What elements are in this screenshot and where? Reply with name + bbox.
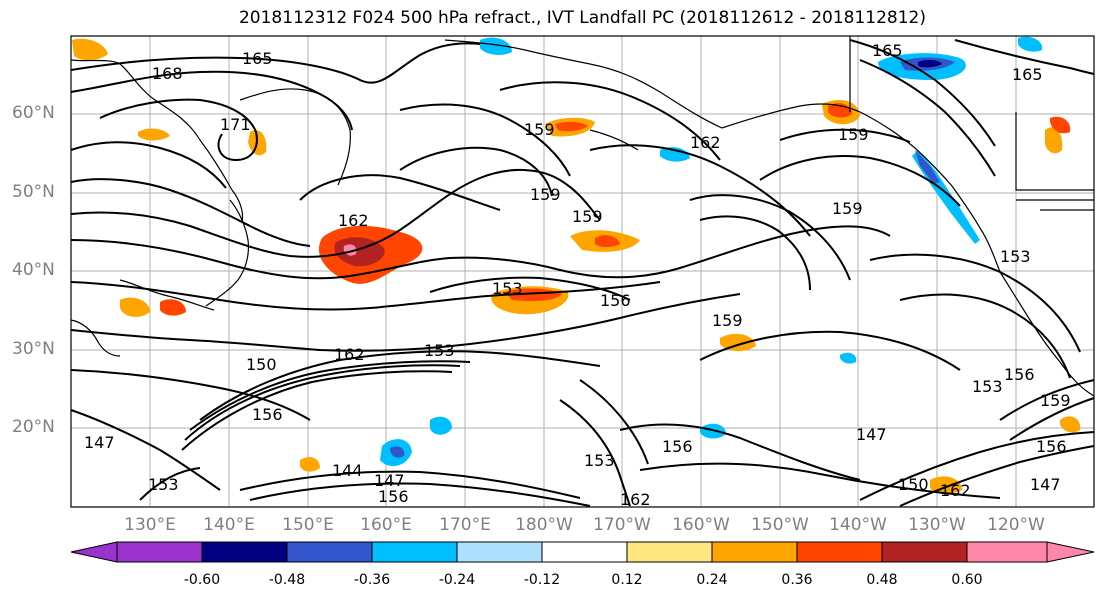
colorbar-tick-label: 0.12: [611, 572, 643, 588]
contour-label: 159: [572, 207, 603, 226]
lon-label: 140°E: [203, 515, 255, 535]
contour-label: 147: [84, 433, 115, 452]
contour-label: 147: [1030, 475, 1061, 494]
contour-label: 165: [242, 49, 273, 68]
lon-label: 120°W: [987, 515, 1045, 535]
colorbar-cell: [201, 541, 288, 563]
contour-label: 150: [898, 475, 929, 494]
contour-label: 162: [620, 490, 651, 509]
contour-label: 156: [600, 291, 631, 310]
colorbar-tick-label: -0.36: [353, 572, 391, 588]
contour-label: 168: [152, 64, 183, 83]
lon-label: 160°E: [360, 515, 412, 535]
contour-label: 165: [1012, 65, 1043, 84]
colorbar-cell: [116, 541, 203, 563]
colorbar-extend-right: [1046, 541, 1095, 563]
colorbar-cell: [371, 541, 458, 563]
colorbar-cell: [796, 541, 883, 563]
contour-label: 171: [220, 115, 251, 134]
contour-label: 153: [1000, 247, 1031, 266]
colorbar-tick-label: -0.60: [183, 572, 221, 588]
lon-label: 170°W: [593, 515, 651, 535]
contour-label: 144: [332, 461, 363, 480]
colorbar-tick-label: 0.24: [696, 572, 728, 588]
lat-label: 50°N: [12, 182, 55, 202]
map-title: 2018112312 F024 500 hPa refract., IVT La…: [238, 8, 926, 28]
colorbar-tick-label: 0.48: [866, 572, 898, 588]
colorbar-extend-left: [70, 541, 118, 563]
lon-label: 140°W: [829, 515, 887, 535]
contour-label: 156: [662, 437, 693, 456]
colorbar-cell: [541, 541, 628, 563]
lon-label: 130°W: [908, 515, 966, 535]
contour-labels: 165 168 165 165 171 159 162 159 159 159 …: [84, 41, 1071, 509]
colorbar-cell: [286, 541, 373, 563]
contour-label: 156: [252, 405, 283, 424]
lat-label: 30°N: [12, 339, 55, 359]
lon-label: 170°E: [439, 515, 491, 535]
contour-label: 156: [1004, 365, 1035, 384]
colorbar-tick-label: -0.12: [523, 572, 561, 588]
colorbar-cell: [456, 541, 543, 563]
contour-label: 159: [524, 120, 555, 139]
colorbar-tick-label: -0.24: [438, 572, 476, 588]
contour-label: 159: [832, 199, 863, 218]
colorbar-cell: [881, 541, 968, 563]
contours: [70, 39, 1095, 507]
contour-label: 153: [972, 377, 1003, 396]
contour-label: 162: [334, 345, 365, 364]
contour-label: 150: [246, 355, 277, 374]
contour-label: 165: [872, 41, 903, 60]
contour-label: 156: [378, 487, 409, 506]
lon-label: 150°W: [751, 515, 809, 535]
contour-label: 153: [148, 475, 179, 494]
contour-label: 147: [374, 471, 405, 490]
contour-label: 159: [530, 185, 561, 204]
colorbar-cell: [711, 541, 798, 563]
lat-label: 20°N: [12, 417, 55, 437]
contour-label: 162: [338, 211, 369, 230]
colorbar-cell: [626, 541, 713, 563]
contour-label: 162: [690, 133, 721, 152]
lon-label: 180°W: [515, 515, 573, 535]
contour-label: 153: [424, 341, 455, 360]
contour-label: 153: [584, 451, 615, 470]
colorbar-tick-label: 0.60: [951, 572, 983, 588]
colorbar-tick-label: 0.36: [781, 572, 813, 588]
colorbar: [70, 541, 1095, 563]
lon-label: 160°W: [672, 515, 730, 535]
plot-frame: [70, 35, 1095, 508]
shaded-anomalies: [72, 36, 1081, 494]
contour-label: 162: [940, 481, 971, 500]
contour-label: 159: [712, 311, 743, 330]
contour-label: 159: [1040, 391, 1071, 410]
contour-label: 159: [838, 125, 869, 144]
lat-label: 40°N: [12, 260, 55, 280]
colorbar-tick-label: -0.48: [268, 572, 306, 588]
lon-label: 130°E: [124, 515, 176, 535]
contour-label: 153: [492, 279, 523, 298]
lat-label: 60°N: [12, 103, 55, 123]
contour-label: 156: [1036, 437, 1067, 456]
contour-label: 147: [856, 425, 887, 444]
lon-label: 150°E: [282, 515, 334, 535]
colorbar-cell: [966, 541, 1048, 563]
